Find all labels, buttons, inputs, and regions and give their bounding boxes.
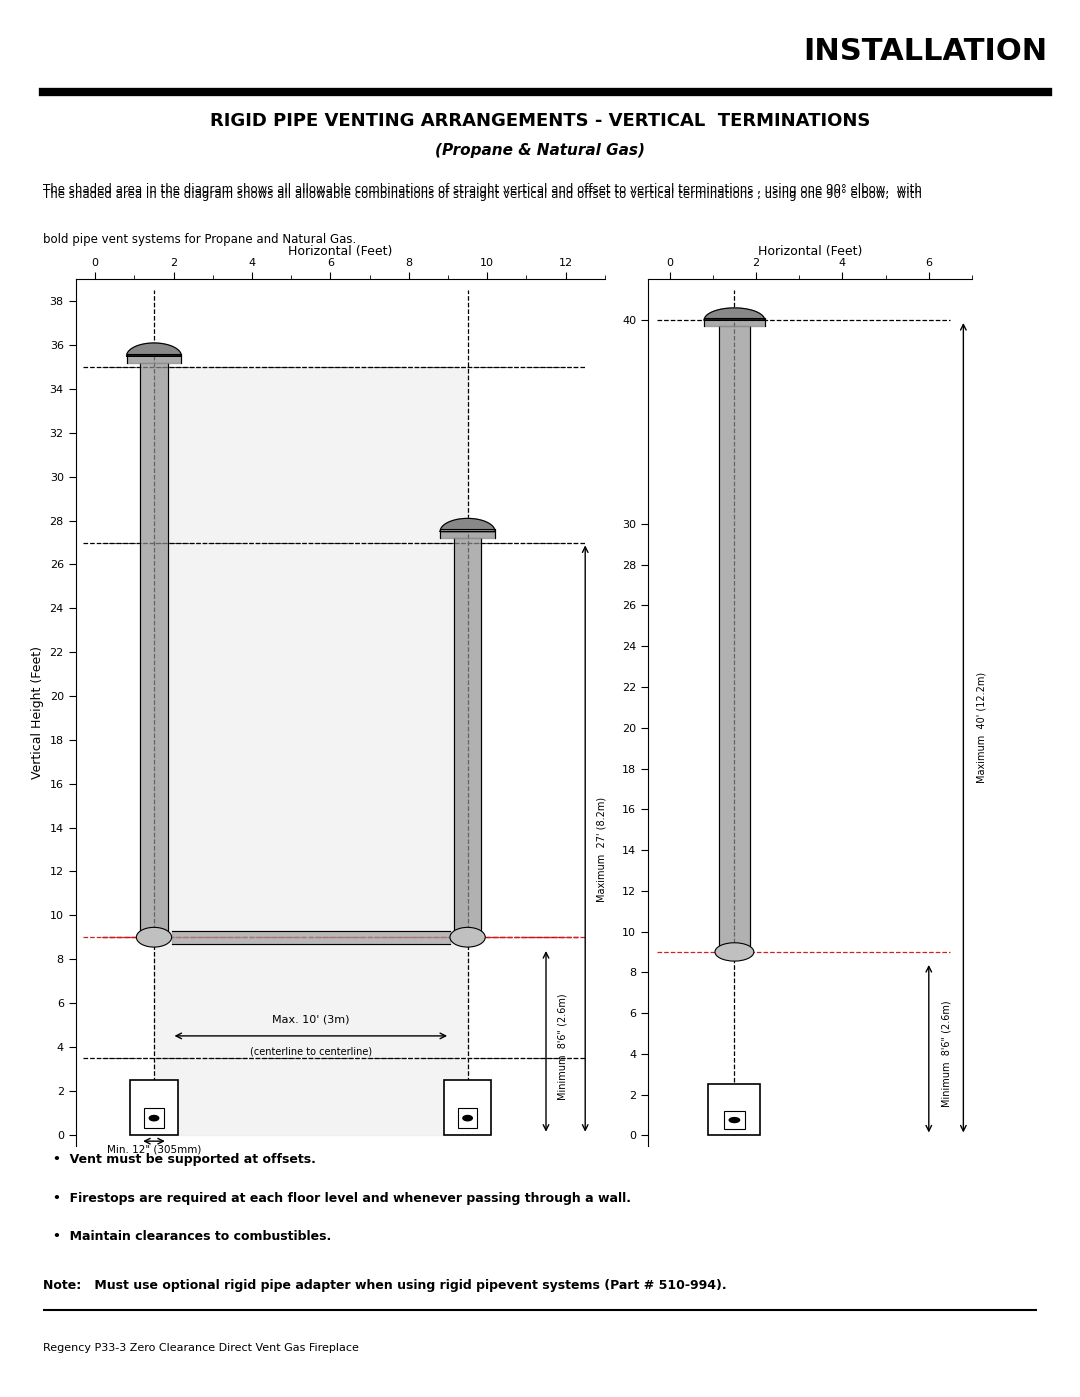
Text: INSTALLATION: INSTALLATION — [804, 36, 1048, 66]
Text: The shaded area in the diagram shows all allowable combinations of straight vert: The shaded area in the diagram shows all… — [43, 189, 922, 201]
Text: bold pipe vent systems for Propane and Natural Gas.: bold pipe vent systems for Propane and N… — [43, 233, 356, 246]
X-axis label: Horizontal (Feet): Horizontal (Feet) — [288, 244, 392, 258]
Text: Max. 10' (3m): Max. 10' (3m) — [272, 1016, 350, 1025]
Bar — [131, 1080, 177, 1134]
Circle shape — [450, 928, 485, 947]
Circle shape — [463, 1115, 472, 1120]
Bar — [458, 1108, 477, 1127]
Text: •  Maintain clearances to combustibles.: • Maintain clearances to combustibles. — [53, 1231, 332, 1243]
Bar — [444, 1080, 491, 1134]
Text: •  Firestops are required at each floor level and whenever passing through a wal: • Firestops are required at each floor l… — [53, 1192, 631, 1204]
Text: (centerline to centerline): (centerline to centerline) — [249, 1046, 372, 1058]
Polygon shape — [441, 518, 495, 532]
Circle shape — [136, 928, 172, 947]
Text: Min. 12" (305mm): Min. 12" (305mm) — [107, 1144, 201, 1154]
Y-axis label: Vertical Height (Feet): Vertical Height (Feet) — [31, 645, 44, 780]
Bar — [708, 1084, 760, 1136]
Circle shape — [715, 943, 754, 961]
Text: Note:   Must use optional rigid pipe adapter when using rigid pipevent systems (: Note: Must use optional rigid pipe adapt… — [43, 1278, 727, 1291]
Text: Maximum  27' (8.2m): Maximum 27' (8.2m) — [597, 796, 607, 902]
Polygon shape — [126, 344, 181, 356]
Circle shape — [729, 1118, 740, 1123]
Bar — [145, 1108, 164, 1127]
Text: Regency P33-3 Zero Clearance Direct Vent Gas Fireplace: Regency P33-3 Zero Clearance Direct Vent… — [43, 1343, 359, 1354]
Text: (Propane & Natural Gas): (Propane & Natural Gas) — [435, 144, 645, 158]
Polygon shape — [704, 307, 765, 320]
Circle shape — [149, 1115, 159, 1120]
Text: Minimum  8'6" (2.6m): Minimum 8'6" (2.6m) — [942, 1000, 951, 1108]
Text: •  Vent must be supported at offsets.: • Vent must be supported at offsets. — [53, 1154, 316, 1166]
Text: RIGID PIPE VENTING ARRANGEMENTS - VERTICAL  TERMINATIONS: RIGID PIPE VENTING ARRANGEMENTS - VERTIC… — [210, 112, 870, 130]
Text: Minimum  8'6" (2.6m): Minimum 8'6" (2.6m) — [557, 993, 568, 1101]
Bar — [724, 1111, 745, 1129]
Text: Maximum  40' (12.2m): Maximum 40' (12.2m) — [976, 672, 986, 784]
Text: The shaded area in the diagram shows all allowable combinations of straight vert: The shaded area in the diagram shows all… — [43, 183, 922, 196]
X-axis label: Horizontal (Feet): Horizontal (Feet) — [758, 244, 862, 258]
Polygon shape — [154, 367, 468, 1134]
